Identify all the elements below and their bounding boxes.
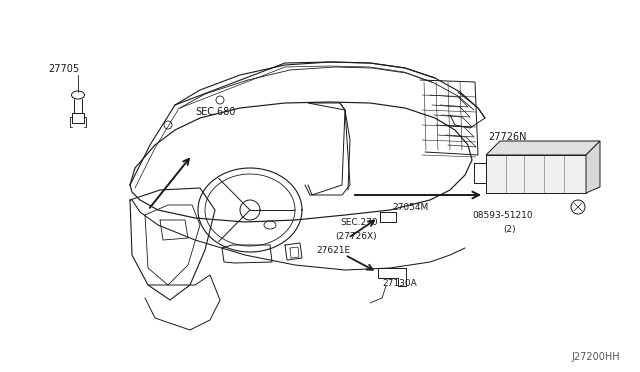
Text: (2): (2) — [503, 225, 516, 234]
Bar — [486, 155, 586, 193]
Polygon shape — [586, 141, 600, 193]
Circle shape — [571, 200, 585, 214]
Circle shape — [216, 96, 224, 104]
Ellipse shape — [264, 221, 276, 229]
Text: SEC.680: SEC.680 — [195, 107, 236, 117]
Text: 27054M: 27054M — [392, 203, 428, 212]
Text: J27200HH: J27200HH — [572, 352, 620, 362]
Text: SEC.270: SEC.270 — [340, 218, 378, 227]
Text: 27621E: 27621E — [316, 246, 350, 255]
Circle shape — [164, 121, 172, 129]
Ellipse shape — [72, 91, 84, 99]
Text: (27726X): (27726X) — [335, 232, 376, 241]
Text: 27705: 27705 — [48, 64, 79, 74]
Polygon shape — [486, 141, 600, 155]
Text: 08593-51210: 08593-51210 — [472, 211, 532, 220]
Text: 27726N: 27726N — [488, 132, 527, 142]
Text: 27130A: 27130A — [382, 279, 417, 288]
